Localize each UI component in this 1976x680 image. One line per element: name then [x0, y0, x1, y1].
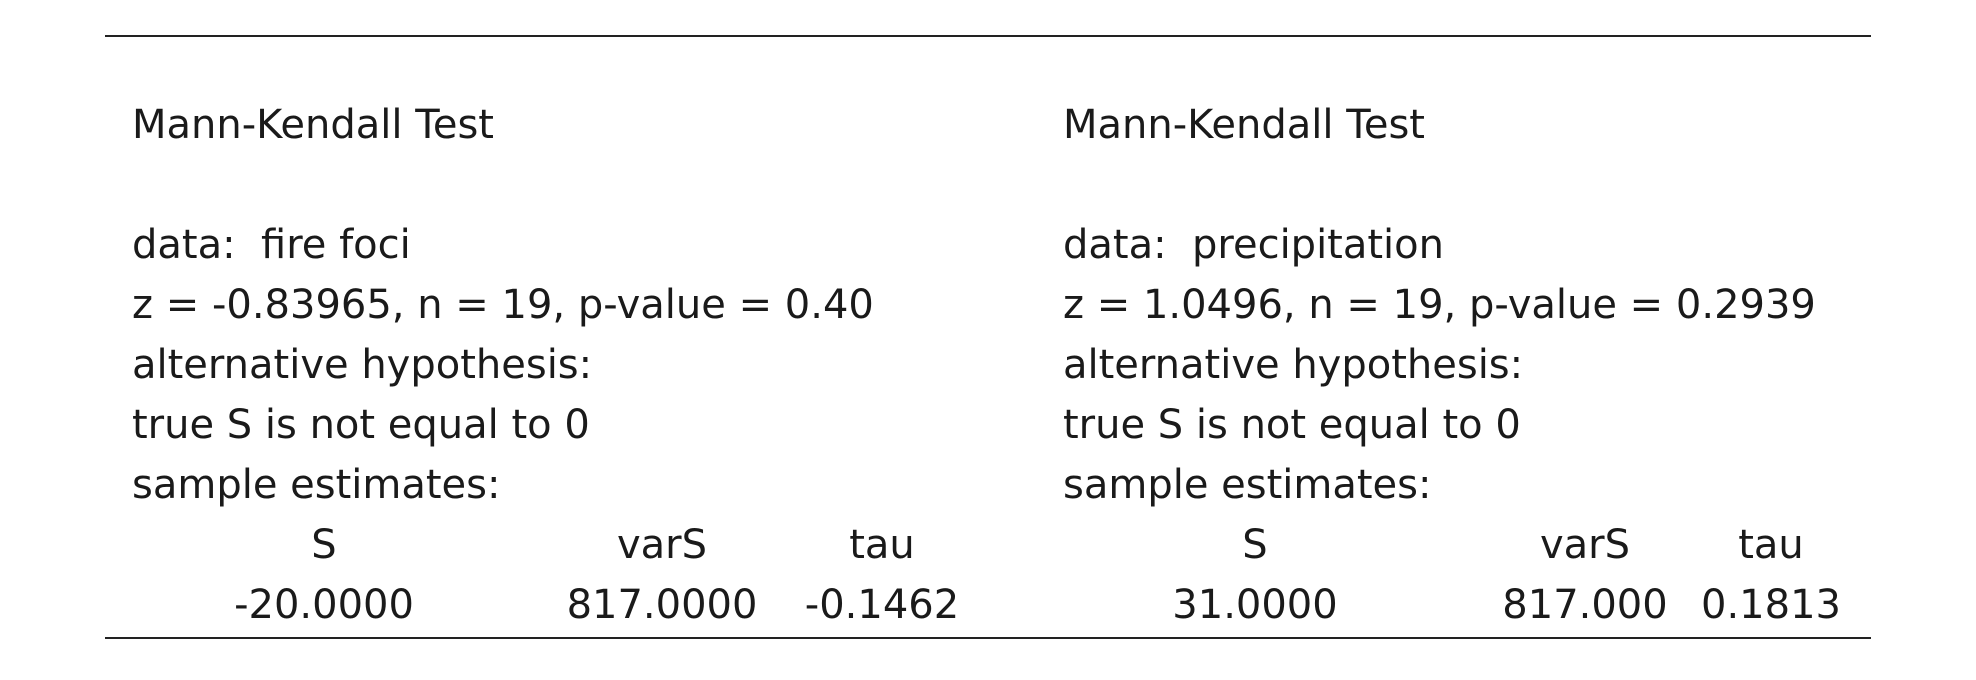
estimate-header-vars: varS — [616, 522, 708, 568]
stats-line: z = 1.0496, n = 19, p-value = 0.2939 — [1063, 282, 1816, 328]
stats-line: z = -0.83965, n = 19, p-value = 0.40 — [132, 282, 874, 328]
bottom-rule — [105, 637, 1871, 639]
estimate-header-s: S — [311, 522, 337, 568]
estimate-value-vars: 817.0000 — [566, 582, 758, 628]
estimate-value-tau: -0.1462 — [804, 582, 960, 628]
data-line: data: precipitation — [1063, 222, 1444, 268]
estimate-header-tau: tau — [1738, 522, 1804, 568]
alternative-hypothesis-text: true S is not equal to 0 — [1063, 402, 1521, 448]
estimate-header-tau: tau — [849, 522, 915, 568]
alternative-hypothesis-label: alternative hypothesis: — [1063, 342, 1524, 388]
sample-estimates-label: sample estimates: — [1063, 462, 1432, 508]
alternative-hypothesis-label: alternative hypothesis: — [132, 342, 593, 388]
estimate-value-s: -20.0000 — [234, 582, 414, 628]
estimate-value-vars: 817.000 — [1502, 582, 1668, 628]
data-line: data: fire foci — [132, 222, 411, 268]
top-rule — [105, 35, 1871, 37]
mann-kendall-panel-fire-foci: Mann-Kendall Test data: fire foci z = -0… — [132, 0, 972, 680]
estimate-header-s: S — [1242, 522, 1268, 568]
estimate-value-s: 31.0000 — [1172, 582, 1338, 628]
estimate-value-tau: 0.1813 — [1701, 582, 1841, 628]
estimate-header-vars: varS — [1539, 522, 1631, 568]
alternative-hypothesis-text: true S is not equal to 0 — [132, 402, 590, 448]
mann-kendall-panel-precipitation: Mann-Kendall Test data: precipitation z … — [1063, 0, 1871, 680]
test-title: Mann-Kendall Test — [132, 102, 494, 148]
test-title: Mann-Kendall Test — [1063, 102, 1425, 148]
sample-estimates-label: sample estimates: — [132, 462, 501, 508]
